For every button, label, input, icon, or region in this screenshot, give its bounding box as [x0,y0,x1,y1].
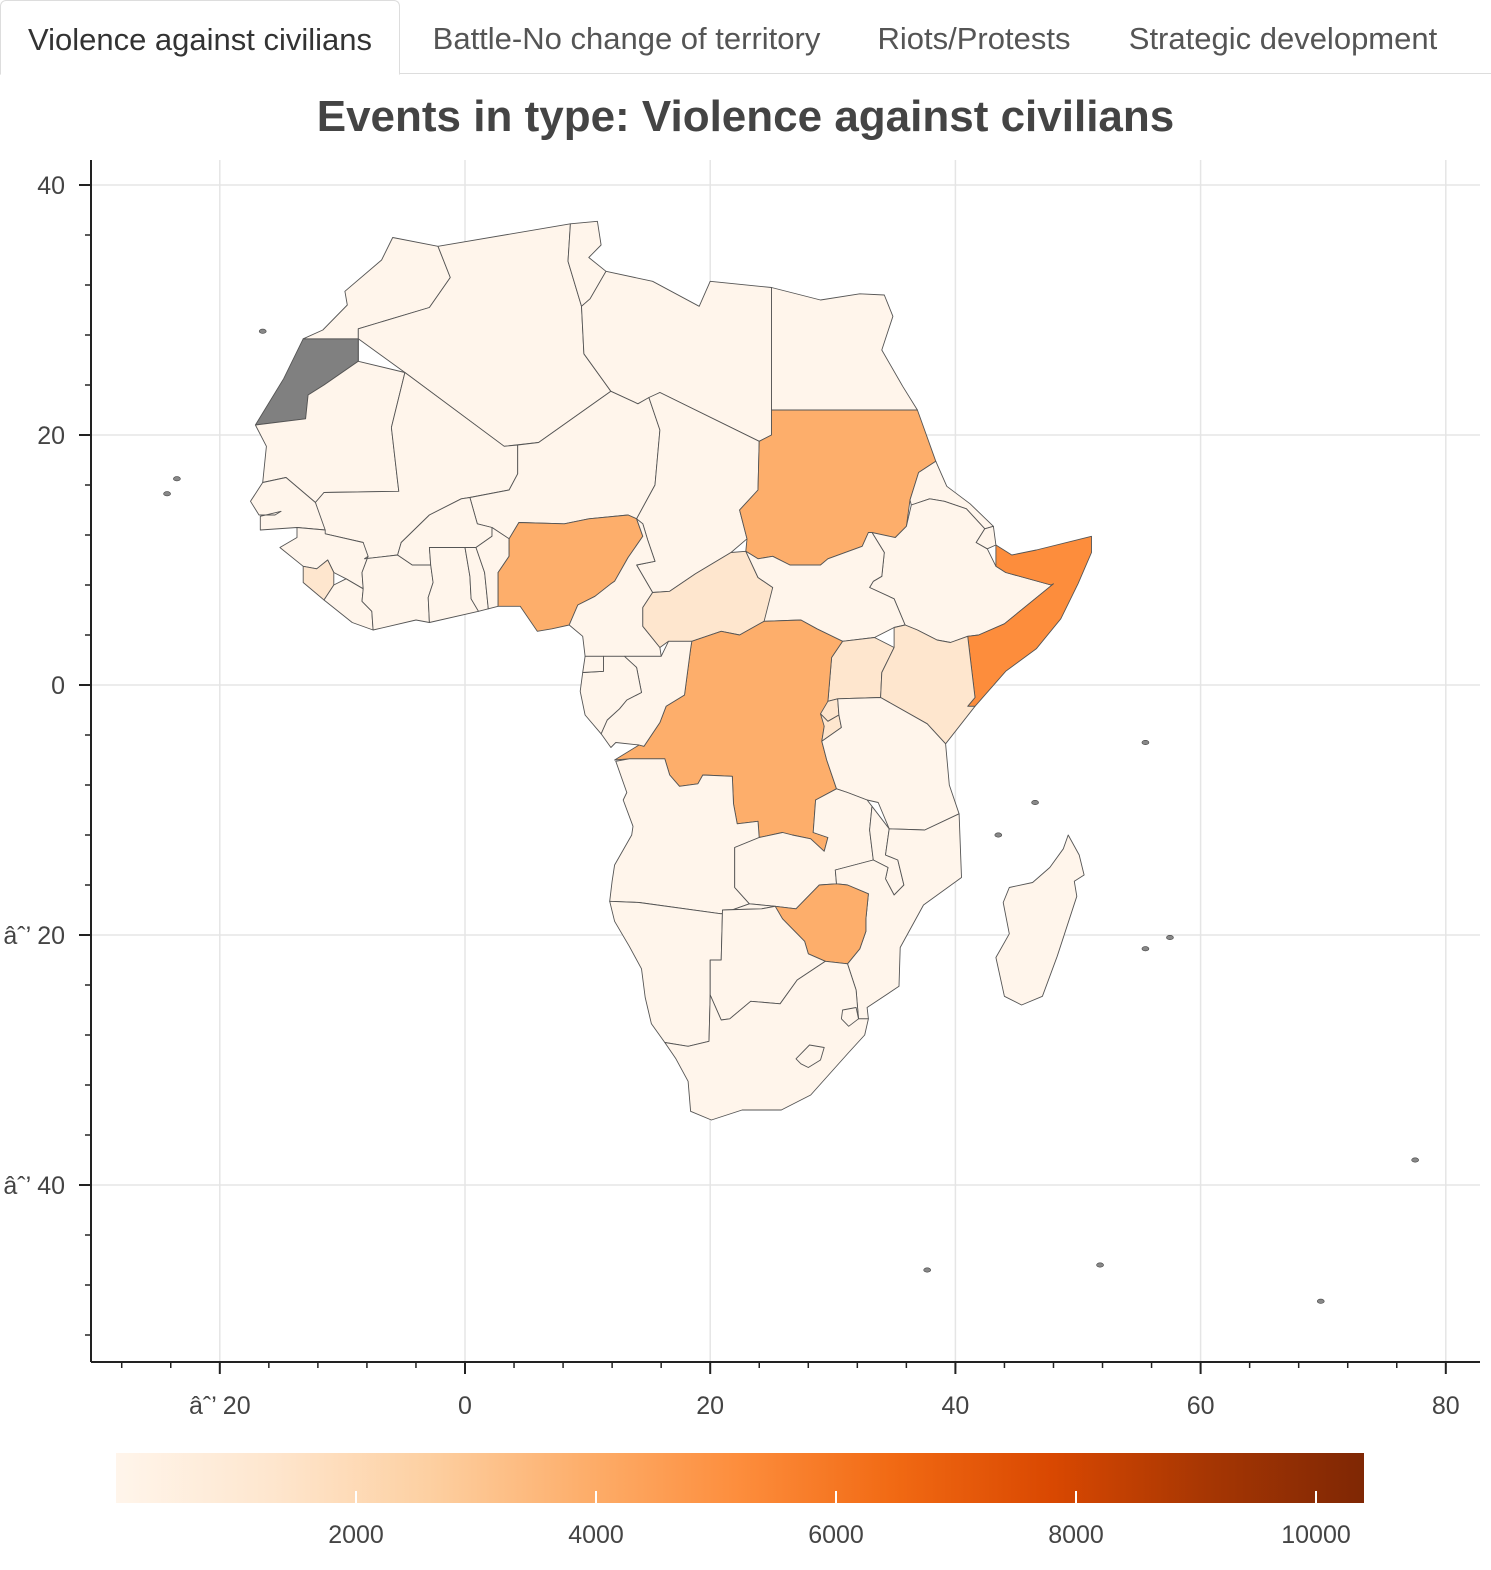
chart-title: Events in type: Violence against civilia… [316,92,1175,141]
island-shape [1411,1157,1419,1163]
x-tick-label: 20 [696,1392,724,1420]
country-senegal [250,477,326,531]
island-shape [1096,1262,1104,1268]
y-tick-label: âˆ’ 20 [3,922,65,950]
colorbar-tick-label: 4000 [568,1521,624,1549]
island-shape [173,476,181,482]
y-tick-label: âˆ’ 40 [3,1172,65,1200]
y-tick-label: 20 [37,422,65,450]
y-tick-label: 40 [37,172,65,200]
island-shape [163,491,171,497]
island-shape [1141,739,1150,745]
tab-bar: Violence against civilians Battle-No chan… [0,0,1491,75]
island-shape [258,328,267,334]
country-djibouti [975,525,997,550]
colorbar: 2000 4000 6000 8000 10000 [116,1453,1364,1549]
tab-riots-protests[interactable]: Riots/Protests [877,21,1071,56]
country-somalia [967,535,1092,707]
tab-strategic-development[interactable]: Strategic development [1128,21,1438,56]
island-shape [1166,934,1174,940]
x-tick-label: 80 [1432,1392,1460,1420]
x-tick-label: âˆ’ 20 [189,1392,251,1420]
island-shape [1031,799,1039,805]
x-tick-label: 40 [941,1392,969,1420]
country-lesotho [795,1044,825,1068]
country-equatorial-guinea [582,655,604,673]
country-swaziland [840,1007,859,1027]
choropleth-map [163,220,1419,1304]
colorbar-gradient [116,1453,1364,1503]
country-south-africa [664,960,869,1121]
country-sierra-leone [302,559,335,601]
tab-violence-against-civilians[interactable]: Violence against civilians [0,0,400,75]
colorbar-tick-label: 6000 [808,1521,864,1549]
country-kenya [880,624,976,745]
island-shape [994,832,1003,838]
country-egypt [771,287,918,411]
y-tick-label: 0 [51,672,65,700]
axes: 40 20 0 âˆ’ 20 âˆ’ 40 âˆ’ 20 0 20 40 60 80 [3,160,1480,1420]
colorbar-tick-label: 2000 [328,1521,384,1549]
tab-battle-no-change-of-territory[interactable]: Battle-No change of territory [432,21,821,56]
country-madagascar [995,834,1085,1006]
x-tick-label: 0 [458,1392,472,1420]
country-cote-d-ivoire [361,554,434,631]
colorbar-tick-label: 10000 [1281,1521,1351,1549]
island-shape [1316,1298,1325,1304]
island-shape [1141,946,1150,952]
x-tick-label: 60 [1187,1392,1215,1420]
colorbar-tick-label: 8000 [1048,1521,1104,1549]
island-shape [923,1267,932,1273]
